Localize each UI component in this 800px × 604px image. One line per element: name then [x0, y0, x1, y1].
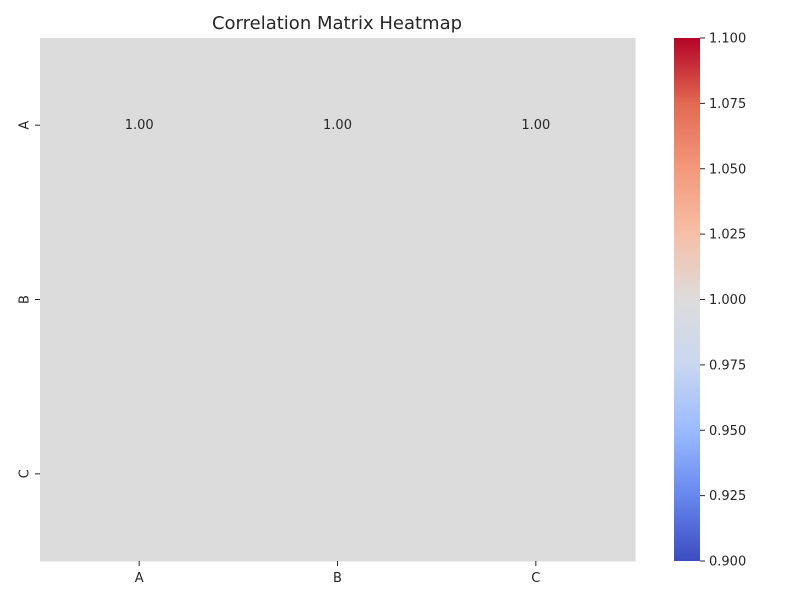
- y-tick-label: A: [18, 121, 33, 130]
- heatmap-cell-B-B: [238, 212, 438, 388]
- heatmap-annotations: 1.00 1.00 1.00: [125, 118, 551, 133]
- x-axis: A B C: [135, 561, 540, 586]
- heatmap-cells: [40, 38, 636, 562]
- chart-title: Correlation Matrix Heatmap: [212, 13, 462, 34]
- colorbar-tick-label: 1.100: [709, 32, 746, 47]
- heatmap-cell-A-B: [238, 38, 438, 213]
- colorbar: [674, 38, 700, 561]
- colorbar-ticks: 0.900 0.925 0.950 0.975 1.000 1.025 1.050 1.075…: [700, 32, 746, 570]
- colorbar-tick-label: 1.000: [709, 293, 746, 308]
- colorbar-tick-label: 0.900: [709, 555, 746, 570]
- heatmap-cell-C-A: [40, 386, 239, 562]
- colorbar-tick-label: 1.075: [709, 97, 746, 112]
- y-tick-label: C: [18, 469, 33, 478]
- x-tick-label: A: [135, 571, 144, 586]
- colorbar-tick-label: 0.950: [709, 424, 746, 439]
- heatmap-cell-B-C: [436, 212, 636, 388]
- heatmap-cell-A-A: [40, 38, 239, 213]
- y-tick-label: B: [18, 295, 33, 304]
- x-tick-label: C: [531, 571, 540, 586]
- colorbar-tick-label: 1.050: [709, 162, 746, 177]
- y-axis: A B C: [18, 121, 40, 478]
- heatmap-cell-C-B: [238, 386, 438, 562]
- heatmap-cell-A-C: [436, 38, 636, 213]
- heatmap-cell-C-C: [436, 386, 636, 562]
- colorbar-tick-label: 0.925: [709, 489, 746, 504]
- cell-annotation-A-C: 1.00: [521, 118, 550, 133]
- cell-annotation-A-B: 1.00: [323, 118, 352, 133]
- cell-annotation-A-A: 1.00: [125, 118, 154, 133]
- colorbar-tick-label: 1.025: [709, 228, 746, 243]
- heatmap-cell-B-A: [40, 212, 239, 388]
- colorbar-tick-label: 0.975: [709, 358, 746, 373]
- x-tick-label: B: [333, 571, 342, 586]
